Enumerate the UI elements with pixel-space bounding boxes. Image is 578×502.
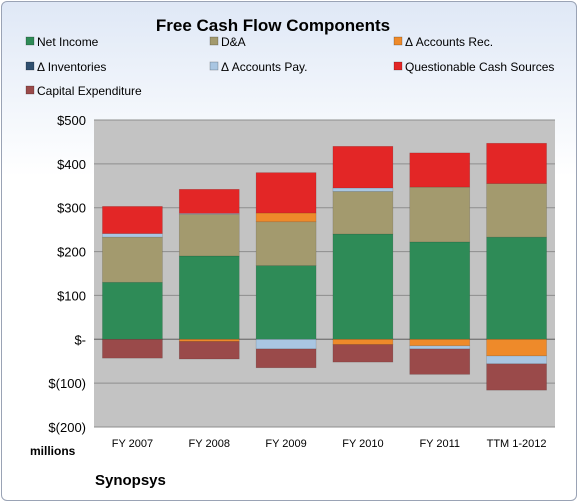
bar-segment xyxy=(178,188,240,214)
gridlines xyxy=(94,119,555,428)
legend-label: Δ Inventories xyxy=(37,60,106,74)
bar-segment xyxy=(102,236,163,283)
legend-swatch xyxy=(25,85,35,95)
bar-segment xyxy=(102,206,163,234)
bar-segment xyxy=(409,186,471,243)
y-tick-label: $400 xyxy=(57,157,86,172)
x-tick-label: FY 2009 xyxy=(265,438,306,450)
company-label: Synopsys xyxy=(95,472,166,489)
bar-segment xyxy=(409,345,471,350)
y-tick-label: $(200) xyxy=(48,420,86,435)
legend-label: Questionable Cash Sources xyxy=(405,60,554,74)
bar-segment xyxy=(178,255,240,340)
bar-segment xyxy=(178,338,240,342)
x-axis: FY 2007 FY 2008 FY 2009 FY 2010 FY 2011 TTM 1… xyxy=(112,438,547,450)
bar-segment xyxy=(255,338,317,350)
bar-segment xyxy=(255,265,317,340)
bar-segment xyxy=(255,212,317,223)
legend-swatch xyxy=(393,61,403,71)
y-tick-label: $100 xyxy=(57,288,86,303)
plot-area xyxy=(94,120,555,427)
legend-swatch xyxy=(25,61,35,71)
bar-segment xyxy=(332,146,394,189)
y-tick-label: $- xyxy=(74,332,86,347)
x-tick-label: FY 2011 xyxy=(419,438,460,450)
legend-swatch xyxy=(209,61,219,71)
bar-segment xyxy=(332,187,394,192)
bar-segment xyxy=(332,338,394,345)
unit-label: millions xyxy=(30,444,76,458)
legend-label: Δ Accounts Pay. xyxy=(221,60,308,74)
x-tick-label: FY 2008 xyxy=(189,438,230,450)
legend-label: D&A xyxy=(221,35,246,49)
bar-segment xyxy=(486,338,547,357)
bar-segment xyxy=(178,341,240,360)
bar-segment xyxy=(486,236,547,340)
bar-segment xyxy=(486,183,547,238)
chart-title: Free Cash Flow Components xyxy=(156,16,390,35)
bar-segment xyxy=(486,363,547,391)
bar-segment xyxy=(102,338,163,359)
bar-segment xyxy=(102,281,163,340)
x-tick-label: TTM 1-2012 xyxy=(487,438,547,450)
legend-swatch xyxy=(209,36,219,46)
x-tick-label: FY 2010 xyxy=(342,438,383,450)
legend-swatch xyxy=(393,36,403,46)
bar-segment xyxy=(409,348,471,375)
bar-segment xyxy=(178,213,240,257)
bar-segment xyxy=(409,241,471,340)
bar-segment xyxy=(255,221,317,266)
bar-segment xyxy=(332,233,394,340)
y-tick-label: $500 xyxy=(57,113,86,128)
y-axis: $(200) $(100) $- $100 $200 $300 $400 $500 xyxy=(48,113,86,435)
legend-label: Δ Accounts Rec. xyxy=(405,35,493,49)
bar-segment xyxy=(255,172,317,214)
legend-label: Capital Expenditure xyxy=(37,84,142,98)
y-tick-label: $(100) xyxy=(48,376,86,391)
legend: Net Income D&A Δ Accounts Rec. Δ Inventorie… xyxy=(25,35,554,98)
bar-segment xyxy=(102,233,163,238)
bars xyxy=(102,142,547,391)
y-tick-label: $200 xyxy=(57,245,86,260)
legend-label: Net Income xyxy=(37,35,99,49)
bar-segment xyxy=(409,152,471,188)
bar-segment xyxy=(332,191,394,235)
bar-segment xyxy=(332,344,394,363)
bar-segment xyxy=(486,142,547,184)
legend-swatch xyxy=(25,36,35,46)
y-tick-label: $300 xyxy=(57,201,86,216)
bar-segment xyxy=(255,348,317,369)
bar-segment xyxy=(486,355,547,365)
bar-segment xyxy=(409,338,471,347)
x-tick-label: FY 2007 xyxy=(112,438,153,450)
